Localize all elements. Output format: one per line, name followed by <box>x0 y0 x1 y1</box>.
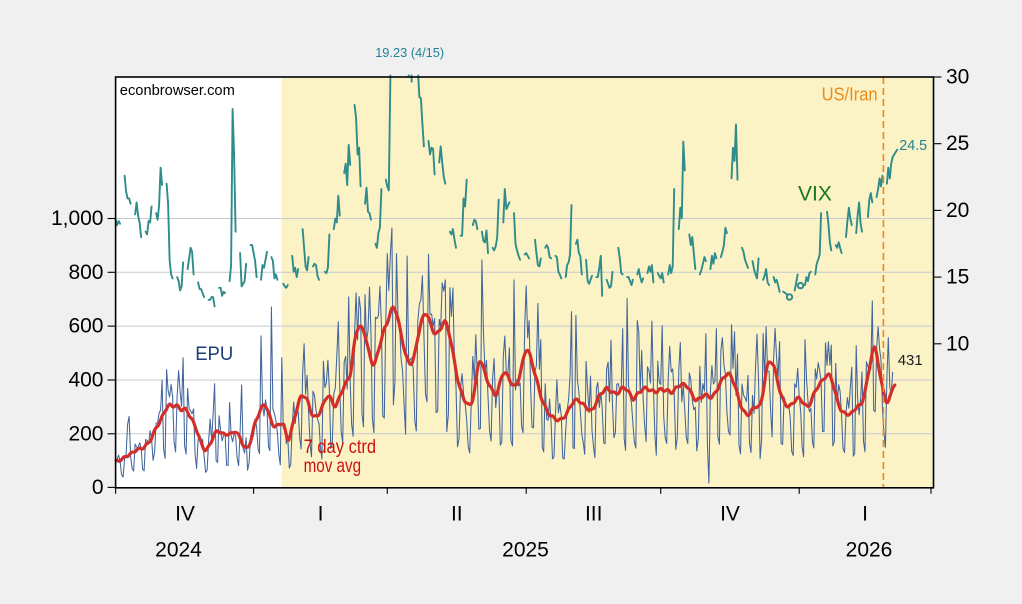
svg-text:VIX: VIX <box>798 182 832 205</box>
svg-text:IV: IV <box>175 503 195 526</box>
svg-text:10: 10 <box>946 332 969 355</box>
svg-text:EPU: EPU <box>195 343 233 365</box>
svg-text:7 day ctrd: 7 day ctrd <box>304 436 377 458</box>
svg-text:400: 400 <box>68 369 103 392</box>
svg-text:19.23 (4/15): 19.23 (4/15) <box>375 45 444 60</box>
svg-text:431: 431 <box>898 352 923 369</box>
svg-text:0: 0 <box>92 476 104 499</box>
svg-text:15: 15 <box>946 266 969 289</box>
svg-text:econbrowser.com: econbrowser.com <box>120 82 235 99</box>
svg-text:600: 600 <box>68 315 103 338</box>
svg-text:I: I <box>862 503 868 526</box>
svg-text:800: 800 <box>68 261 103 284</box>
svg-text:1,000: 1,000 <box>51 207 104 230</box>
svg-text:25: 25 <box>946 132 969 155</box>
svg-text:20: 20 <box>946 199 969 222</box>
svg-text:II: II <box>451 503 463 526</box>
svg-text:2024: 2024 <box>155 539 202 562</box>
svg-text:IV: IV <box>720 503 740 526</box>
svg-text:III: III <box>585 503 603 526</box>
svg-text:2025: 2025 <box>502 539 549 562</box>
svg-text:I: I <box>318 503 324 526</box>
svg-text:US/Iran: US/Iran <box>822 84 878 104</box>
svg-text:mov avg: mov avg <box>304 455 362 477</box>
svg-text:2026: 2026 <box>846 539 893 562</box>
svg-text:200: 200 <box>68 422 103 445</box>
svg-text:24.5: 24.5 <box>899 138 927 154</box>
svg-text:30: 30 <box>946 66 969 89</box>
